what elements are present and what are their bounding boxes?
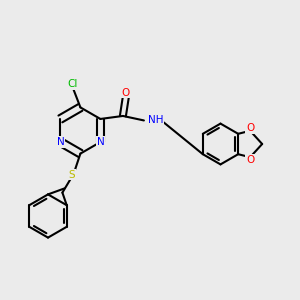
Text: N: N — [56, 137, 64, 147]
Text: O: O — [246, 123, 254, 133]
Text: O: O — [122, 88, 130, 98]
Text: S: S — [68, 169, 75, 180]
Text: NH: NH — [148, 116, 163, 125]
Text: O: O — [246, 155, 254, 165]
Text: Cl: Cl — [68, 79, 78, 89]
Text: N: N — [97, 137, 104, 147]
